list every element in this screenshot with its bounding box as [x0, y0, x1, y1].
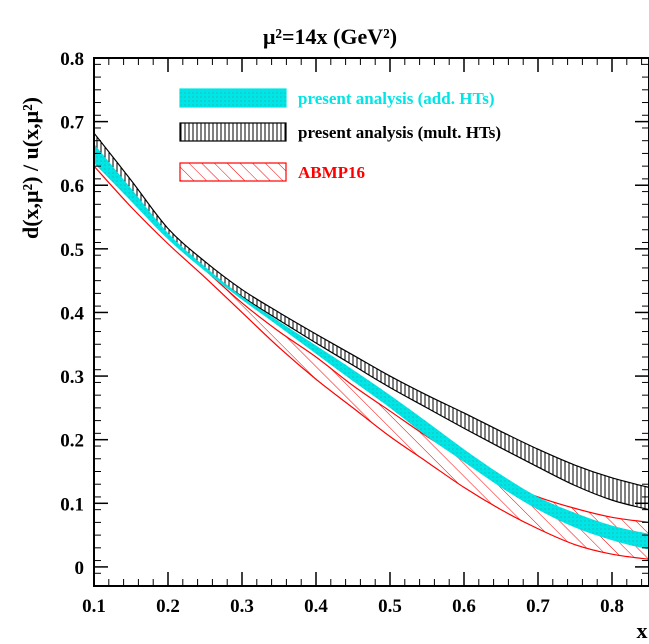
plot-frame — [93, 57, 649, 587]
x-tick-label: 0.1 — [82, 596, 106, 617]
y-tick-label: 0.6 — [60, 176, 84, 197]
bands — [94, 132, 649, 560]
y-tick-label: 0.5 — [60, 240, 84, 261]
x-tick-label: 0.6 — [452, 596, 476, 617]
legend-swatch — [179, 122, 287, 142]
x-tick-label: 0.7 — [526, 596, 550, 617]
legend-label: present analysis (add. HTs) — [298, 89, 495, 108]
x-axis-label: x — [637, 618, 648, 643]
legend: present analysis (add. HTs) present analy… — [179, 88, 501, 182]
y-tick-label: 0.3 — [60, 367, 84, 388]
y-tick-label: 0.1 — [60, 494, 84, 515]
band-abmp16 — [94, 146, 649, 560]
y-tick-labels: 0 0.1 0.2 0.3 0.4 0.5 0.6 0.7 0.8 — [60, 49, 84, 579]
y-tick-label: 0.8 — [60, 49, 84, 70]
x-tick-label: 0.8 — [600, 596, 624, 617]
x-tick-labels: 0.1 0.2 0.3 0.4 0.5 0.6 0.7 0.8 — [82, 596, 624, 617]
band-present-analysis-mult-hts — [94, 132, 649, 511]
x-tick-label: 0.3 — [230, 596, 254, 617]
chart-title: μ²=14x (GeV²) — [263, 24, 397, 49]
y-tick-label: 0 — [75, 558, 85, 579]
y-axis-label: d(x,μ²) / u(x,μ²) — [18, 97, 43, 239]
legend-item: present analysis (mult. HTs) — [179, 122, 501, 142]
legend-label: ABMP16 — [298, 163, 365, 182]
y-tick-label: 0.2 — [60, 431, 84, 452]
legend-label: present analysis (mult. HTs) — [298, 123, 501, 142]
legend-swatch — [179, 88, 287, 108]
legend-item: present analysis (add. HTs) — [179, 88, 495, 108]
x-tick-label: 0.4 — [304, 596, 328, 617]
y-tick-label: 0.7 — [60, 113, 84, 134]
band-present-analysis-add-hts — [94, 143, 649, 550]
y-tick-label: 0.4 — [60, 303, 84, 324]
legend-swatch — [179, 162, 287, 182]
legend-item: ABMP16 — [179, 162, 365, 182]
ticks — [93, 57, 649, 587]
x-tick-label: 0.2 — [156, 596, 180, 617]
x-tick-label: 0.5 — [378, 596, 402, 617]
